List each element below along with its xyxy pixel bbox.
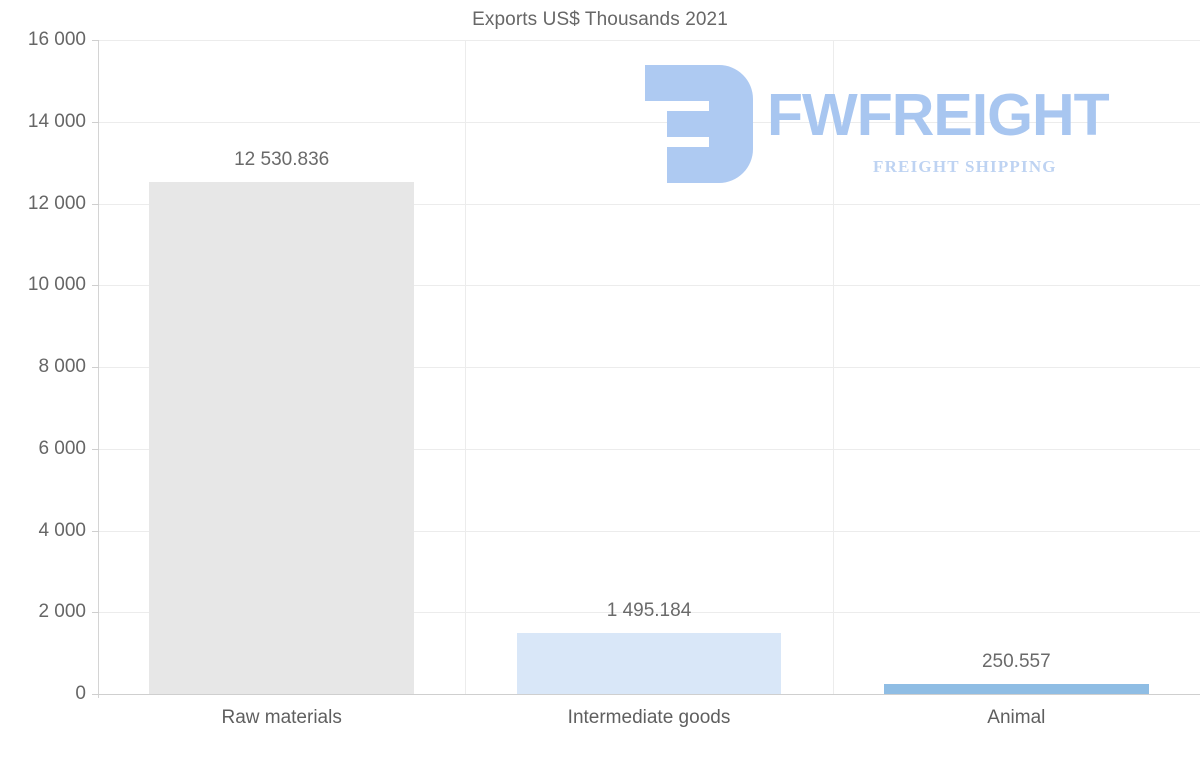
y-axis-tick-mark <box>92 40 99 41</box>
gridline-horizontal <box>98 40 1200 41</box>
bar-value-label: 250.557 <box>981 650 1051 672</box>
y-axis-tick-mark <box>92 121 99 123</box>
y-axis-tick-label: 8 000 <box>38 356 86 377</box>
y-axis-tick-mark <box>92 203 99 205</box>
y-axis-tick-label: 2 000 <box>38 601 86 623</box>
bar-value-label: 1 495.184 <box>606 599 692 621</box>
y-axis-tick-label: 4 000 <box>38 519 86 541</box>
y-axis-tick-mark <box>92 285 99 287</box>
chart-title: Exports US$ Thousands 2021 <box>472 9 728 30</box>
y-axis-tick-mark <box>92 367 99 368</box>
x-axis-category-label: Intermediate goods <box>567 707 731 728</box>
gridline-vertical <box>465 40 467 694</box>
y-axis-tick-label: 14 000 <box>27 110 86 132</box>
y-axis-tick-mark <box>92 612 99 614</box>
bar[interactable] <box>884 683 1149 694</box>
y-axis-line <box>98 40 99 698</box>
gridline-horizontal <box>98 285 1200 287</box>
gridline-horizontal <box>98 121 1200 123</box>
y-axis-tick-label: 0 <box>75 683 86 704</box>
y-axis-tick-mark <box>92 694 99 695</box>
gridline-horizontal <box>98 612 1200 614</box>
y-axis-tick-label: 12 000 <box>27 192 86 214</box>
gridline-horizontal <box>98 448 1200 450</box>
y-axis-tick-label: 10 000 <box>27 274 86 296</box>
plot-area: 12 530.836 1 495.184 250.557 <box>98 40 1200 694</box>
bar-value-label: 12 530.836 <box>234 148 330 170</box>
x-axis-category-label: Animal <box>987 707 1046 728</box>
y-axis-tick-label: 6 000 <box>38 437 86 459</box>
gridline-horizontal <box>98 203 1200 205</box>
gridline-horizontal <box>98 367 1200 368</box>
y-axis-tick-label: 16 000 <box>27 29 86 50</box>
x-axis-category-label: Raw materials <box>221 707 342 728</box>
y-axis-tick-mark <box>92 448 99 450</box>
bar[interactable] <box>149 181 414 694</box>
x-axis-baseline <box>98 694 1200 695</box>
gridline-vertical <box>832 40 834 694</box>
y-axis-tick-mark <box>92 530 99 532</box>
bar[interactable] <box>516 632 782 694</box>
gridline-horizontal <box>98 530 1200 532</box>
